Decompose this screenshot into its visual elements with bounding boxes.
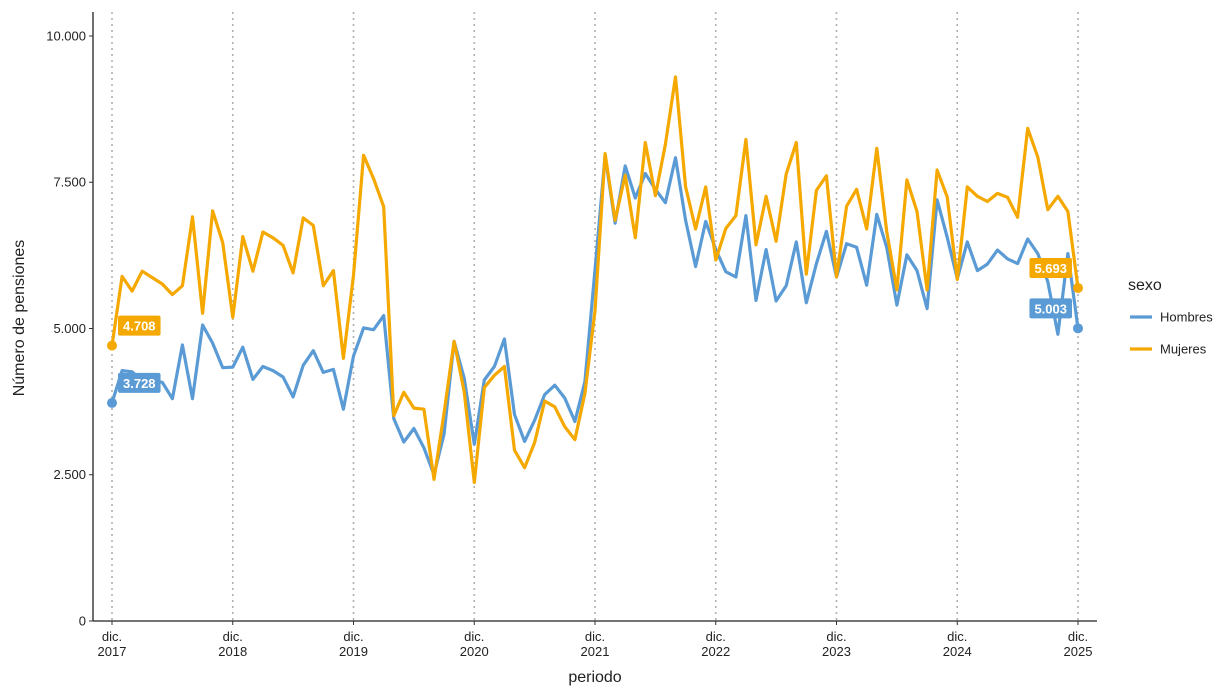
value-label: 5.003 bbox=[1034, 301, 1067, 316]
data-label: 4.708 bbox=[118, 315, 161, 336]
value-label: 4.708 bbox=[123, 319, 156, 334]
x-tick-label: dic. 2021 bbox=[581, 629, 610, 659]
legend-label: Hombres bbox=[1160, 310, 1213, 325]
y-tick-label: 2.500 bbox=[53, 467, 86, 482]
legend-label: Mujeres bbox=[1160, 342, 1207, 357]
point bbox=[107, 340, 117, 351]
point bbox=[107, 397, 117, 408]
line bbox=[110, 75, 1080, 484]
x-tick-label: dic. 2025 bbox=[1064, 629, 1093, 659]
line bbox=[110, 154, 1080, 477]
label-box bbox=[1029, 257, 1072, 278]
x-tick-label: dic. 2024 bbox=[943, 629, 972, 659]
y-tick-label: 5.000 bbox=[53, 321, 86, 336]
label-box bbox=[1029, 298, 1072, 319]
label-box bbox=[118, 372, 161, 393]
x-tick-label: dic. 2019 bbox=[339, 629, 368, 659]
y-axis-title: Número de pensiones bbox=[11, 240, 28, 397]
point bbox=[1073, 282, 1083, 293]
legend-title: sexo bbox=[1128, 277, 1162, 294]
data-label: 5.693 bbox=[1029, 257, 1072, 278]
x-tick-label: dic. 2022 bbox=[701, 629, 730, 659]
x-tick-label: dic. 2023 bbox=[822, 629, 851, 659]
x-axis-title: periodo bbox=[568, 669, 621, 686]
y-tick-label: 0 bbox=[79, 614, 86, 629]
x-tick-label: dic. 2018 bbox=[218, 629, 247, 659]
value-label: 3.728 bbox=[123, 376, 156, 391]
y-tick-label: 7.500 bbox=[53, 175, 86, 190]
x-tick-label: dic. 2017 bbox=[98, 629, 127, 659]
y-tick-label: 10.000 bbox=[46, 28, 86, 43]
x-tick-label: dic. 2020 bbox=[460, 629, 489, 659]
data-label: 3.728 bbox=[118, 372, 161, 393]
value-label: 5.693 bbox=[1034, 261, 1067, 276]
data-label: 5.003 bbox=[1029, 298, 1072, 319]
label-box bbox=[118, 315, 161, 336]
point bbox=[1073, 323, 1083, 334]
